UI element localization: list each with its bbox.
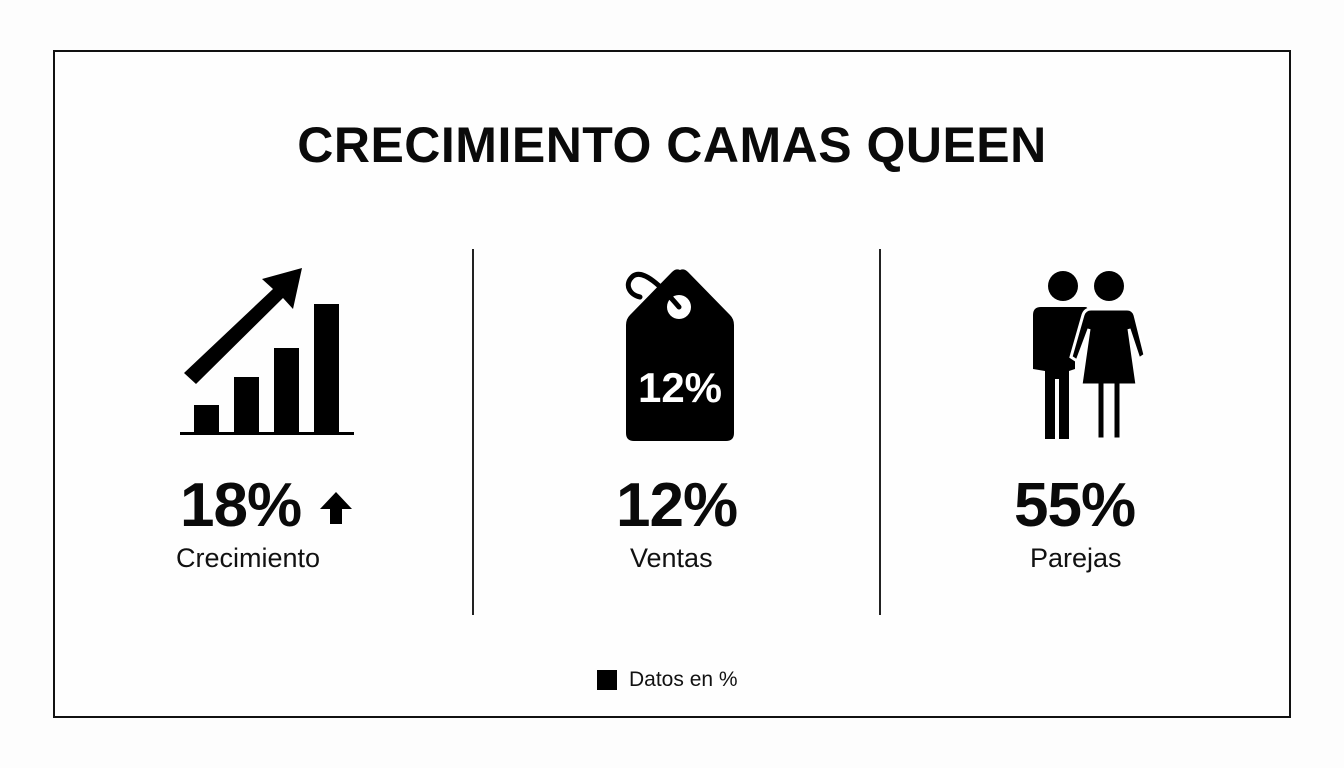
arrow-up-icon — [319, 491, 353, 530]
couples-label: Parejas — [1030, 543, 1122, 573]
page-title: CRECIMIENTO CAMAS QUEEN — [297, 117, 1047, 173]
sales-value: 12% — [616, 471, 738, 540]
svg-text:12%: 12% — [638, 364, 722, 411]
metric-growth: 18% Crecimiento — [55, 247, 435, 627]
sales-label: Ventas — [630, 543, 713, 573]
growth-label: Crecimiento — [176, 543, 321, 573]
infographic-frame: CRECIMIENTO CAMAS QUEEN 18% Crecimiento — [53, 50, 1291, 718]
metric-couples: 55% Parejas — [883, 247, 1263, 627]
metric-sales: 12% 12% Ventas — [475, 247, 855, 627]
column-divider-left — [472, 249, 474, 615]
legend-swatch — [597, 670, 617, 690]
growth-value: 18% — [180, 471, 302, 540]
bar-chart-arrow-up-icon — [177, 267, 357, 448]
legend-label: Datos en % — [629, 668, 738, 691]
couple-icon — [1025, 269, 1147, 446]
column-divider-right — [879, 249, 881, 615]
price-tag-icon: 12% — [622, 267, 738, 448]
couples-value: 55% — [1014, 471, 1136, 540]
legend: Datos en % — [597, 668, 738, 692]
